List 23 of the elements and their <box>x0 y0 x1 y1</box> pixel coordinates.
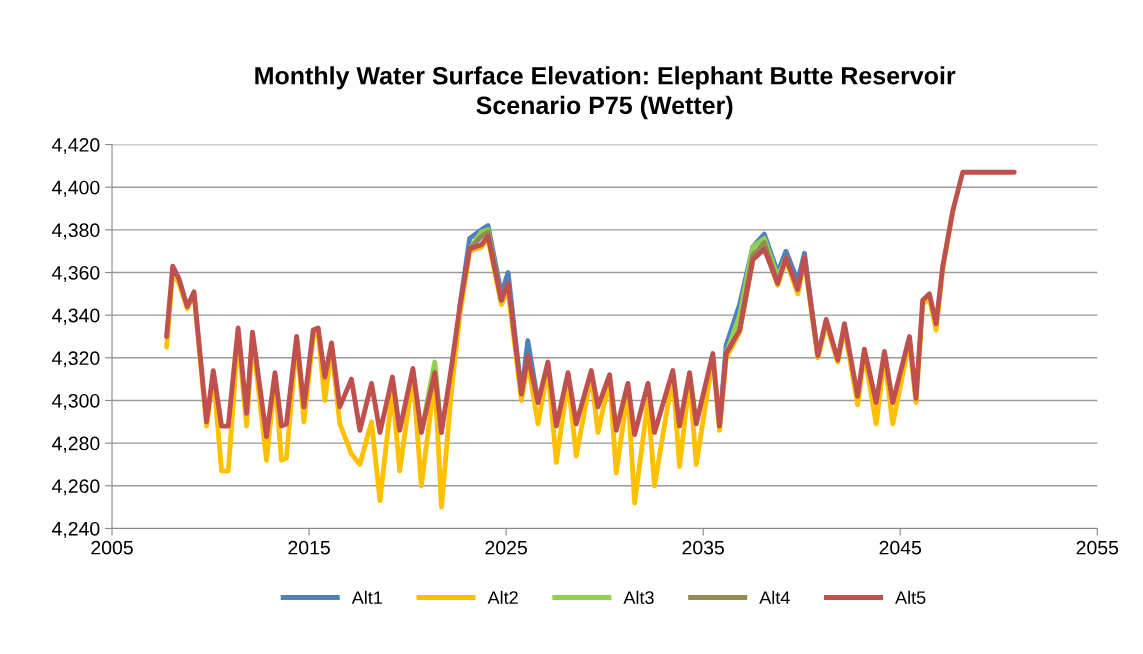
x-tick-label: 2015 <box>288 540 330 555</box>
x-tick-label: 2005 <box>91 540 133 555</box>
x-tick-label: 2035 <box>682 540 724 555</box>
y-tick-label: 4,240 <box>52 521 100 538</box>
y-tick-label: 4,320 <box>52 351 100 368</box>
x-tick-label: 2055 <box>1076 540 1119 555</box>
y-tick-label: 4,340 <box>52 308 100 325</box>
legend-label: Alt5 <box>895 590 926 605</box>
line-series <box>164 169 1017 440</box>
x-tick-label: 2025 <box>485 540 527 555</box>
legend-label: Alt4 <box>759 590 790 604</box>
y-tick-label: 4,280 <box>52 436 100 453</box>
y-tick-label: 4,380 <box>52 223 100 240</box>
y-tick-label: 4,260 <box>52 479 100 496</box>
legend-label: Alt1 <box>351 590 382 604</box>
legend-label: Alt2 <box>487 590 518 604</box>
chart-title: Monthly Water Surface Elevation: Elephant Butte Reservoir Scenario P75 (Wetter) <box>255 66 956 120</box>
y-tick-label: 4,400 <box>52 180 100 197</box>
y-tick-label: 4,300 <box>52 393 100 410</box>
y-tick-label: 4,420 <box>52 138 100 155</box>
legend-label: Alt3 <box>623 590 654 605</box>
y-tick-label: 4,360 <box>52 265 100 283</box>
x-tick-label: 2045 <box>879 540 922 555</box>
